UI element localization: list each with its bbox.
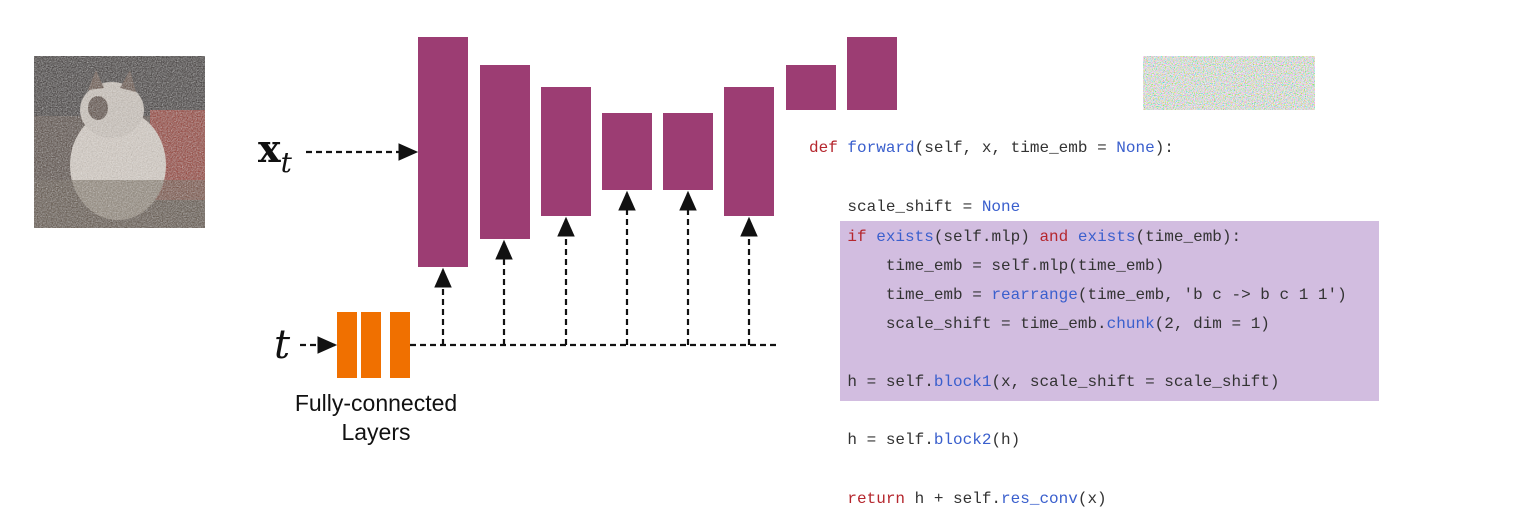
code-token: def [809, 139, 838, 157]
code-token: (self, x, time_emb = [915, 139, 1117, 157]
noise-image [1143, 56, 1315, 110]
unet-block [786, 65, 836, 110]
code-token: return [847, 490, 905, 508]
unet-block [418, 37, 468, 267]
unet-block [724, 87, 774, 216]
fc-layer [337, 312, 357, 378]
code-token: block1 [934, 373, 992, 391]
code-highlight [840, 221, 1379, 401]
code-line: time_emb = rearrange(time_emb, 'b c -> b… [809, 286, 1347, 304]
unet-block [480, 65, 530, 239]
code-token: (time_emb): [1135, 228, 1241, 246]
fc-layer [361, 312, 381, 378]
code-token [809, 228, 847, 246]
code-token: None [1116, 139, 1154, 157]
code-token: (x, scale_shift = scale_shift) [991, 373, 1279, 391]
unet-block [602, 113, 652, 190]
code-token: and [1039, 228, 1068, 246]
code-token: time_emb = [809, 286, 991, 304]
code-token: scale_shift = time_emb. [809, 315, 1107, 333]
code-token: block2 [934, 431, 992, 449]
code-line: scale_shift = None [809, 198, 1020, 216]
fc-label: Layers [341, 419, 410, 445]
code-token: res_conv [1001, 490, 1078, 508]
input-label-sub: t [281, 146, 293, 179]
input-label-main: x [258, 126, 281, 171]
code-token: h = self. [809, 431, 934, 449]
code-line: if exists(self.mlp) and exists(time_emb)… [809, 228, 1241, 246]
fc-layers [337, 312, 410, 378]
arrows [300, 143, 776, 354]
unet-block [541, 87, 591, 216]
code-token: (self.mlp) [934, 228, 1040, 246]
code-token: chunk [1107, 315, 1155, 333]
unet-block [663, 113, 713, 190]
code-token: time_emb = self.mlp(time_emb) [809, 257, 1164, 275]
code-token: exists [1078, 228, 1136, 246]
code-token: (x) [1078, 490, 1107, 508]
code-token: forward [847, 139, 914, 157]
code-token: (h) [991, 431, 1020, 449]
code-token: if [847, 228, 866, 246]
code-token: None [982, 198, 1020, 216]
code-block: def forward(self, x, time_emb = None): s… [809, 139, 1347, 508]
code-line: time_emb = self.mlp(time_emb) [809, 257, 1164, 275]
fc-layer [390, 312, 410, 378]
code-token: (2, dim = 1) [1155, 315, 1270, 333]
code-token: h + self. [905, 490, 1001, 508]
code-line: scale_shift = time_emb.chunk(2, dim = 1) [809, 315, 1270, 333]
time-label: t [274, 322, 291, 368]
code-token: ): [1155, 139, 1174, 157]
input-label: xt [258, 126, 293, 179]
code-token: (time_emb, 'b c -> b c 1 1') [1078, 286, 1347, 304]
code-token [867, 228, 877, 246]
code-token: scale_shift = [809, 198, 982, 216]
code-line: return h + self.res_conv(x) [809, 490, 1107, 508]
code-token [838, 139, 848, 157]
unet-block [847, 37, 897, 110]
code-line: def forward(self, x, time_emb = None): [809, 139, 1174, 157]
code-token: exists [876, 228, 934, 246]
unet-blocks [418, 37, 897, 267]
noisy-image [34, 56, 205, 228]
code-token [1068, 228, 1078, 246]
code-line: h = self.block1(x, scale_shift = scale_s… [809, 373, 1279, 391]
code-token: rearrange [991, 286, 1077, 304]
fc-label: Fully-connected [295, 390, 457, 416]
code-token [809, 490, 847, 508]
code-token: h = self. [809, 373, 934, 391]
code-line: h = self.block2(h) [809, 431, 1020, 449]
